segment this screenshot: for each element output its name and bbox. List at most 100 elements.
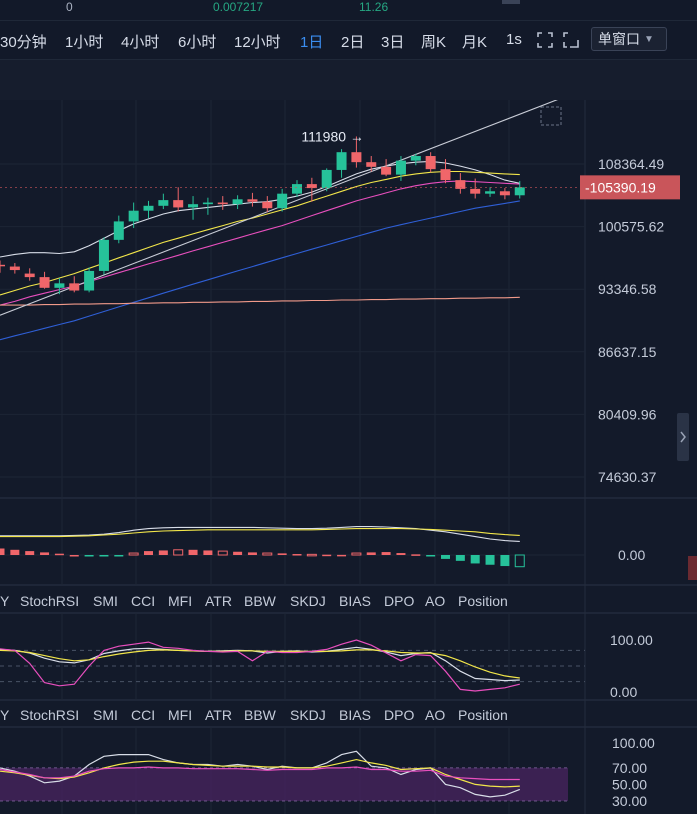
indicator-tab-bbw[interactable]: BBW bbox=[244, 707, 276, 723]
indicator-tab-dpo[interactable]: DPO bbox=[384, 593, 415, 609]
candle-body[interactable] bbox=[470, 188, 481, 194]
indicator-tab-mfi[interactable]: MFI bbox=[168, 707, 193, 723]
candle-body[interactable] bbox=[54, 283, 65, 288]
candle-body[interactable] bbox=[84, 270, 95, 291]
interval-1h[interactable]: 1小时 bbox=[65, 34, 104, 51]
candle-body[interactable] bbox=[366, 162, 377, 167]
chart-canvas[interactable]: 111980 → 108364.49 100575.62 93346.58 86637… bbox=[0, 100, 697, 814]
indicator-tab-bbw[interactable]: BBW bbox=[244, 593, 276, 609]
histogram-bar[interactable] bbox=[411, 554, 421, 556]
candle-body[interactable] bbox=[321, 169, 332, 189]
histogram-bar[interactable] bbox=[10, 549, 20, 555]
indicator-tab-ao[interactable]: AO bbox=[425, 593, 446, 609]
interval-2d[interactable]: 2日 bbox=[341, 34, 365, 51]
indicator-tab-smi[interactable]: SMI bbox=[93, 593, 118, 609]
indicator-tab-y[interactable]: Y bbox=[0, 593, 10, 609]
indicator-tab-dpo[interactable]: DPO bbox=[384, 707, 415, 723]
side-panel-handle[interactable] bbox=[677, 413, 689, 461]
candle-body[interactable] bbox=[410, 156, 421, 161]
candle-body[interactable] bbox=[485, 191, 496, 194]
indicator-tab-position[interactable]: Position bbox=[458, 707, 508, 723]
histogram-bar[interactable] bbox=[426, 555, 436, 557]
candle-body[interactable] bbox=[232, 199, 243, 205]
candle-body[interactable] bbox=[9, 266, 20, 271]
interval-12h[interactable]: 12小时 bbox=[234, 34, 281, 51]
histogram-bar[interactable] bbox=[351, 552, 362, 556]
interval-week[interactable]: 周K bbox=[421, 34, 447, 51]
histogram-bar[interactable] bbox=[277, 553, 287, 555]
histogram-bar[interactable] bbox=[366, 552, 376, 555]
candle-body[interactable] bbox=[39, 277, 50, 288]
indicator-tab-skdj[interactable]: SKDJ bbox=[290, 593, 326, 609]
candle-body[interactable] bbox=[113, 221, 124, 240]
indicator-tab-atr[interactable]: ATR bbox=[205, 707, 232, 723]
indicator-tab-mfi[interactable]: MFI bbox=[168, 593, 193, 609]
candle-body[interactable] bbox=[217, 202, 228, 205]
histogram-bar[interactable] bbox=[203, 550, 213, 555]
indicator-tab-cci[interactable]: CCI bbox=[131, 707, 156, 723]
window-mode-select[interactable]: 单窗口 ▼ bbox=[591, 27, 667, 51]
interval-30m[interactable]: 30分钟 bbox=[0, 34, 47, 51]
indicator-tab-smi[interactable]: SMI bbox=[93, 707, 118, 723]
histogram-bar[interactable] bbox=[99, 555, 109, 557]
indicator-tab-position[interactable]: Position bbox=[458, 593, 508, 609]
histogram-bar[interactable] bbox=[247, 552, 257, 555]
candle-body[interactable] bbox=[277, 193, 288, 209]
candle-body[interactable] bbox=[247, 199, 258, 202]
histogram-bar[interactable] bbox=[40, 552, 50, 555]
histogram-bar[interactable] bbox=[54, 553, 64, 556]
candle-body[interactable] bbox=[351, 152, 362, 163]
candle-body[interactable] bbox=[336, 152, 347, 170]
histogram-bar[interactable] bbox=[306, 553, 317, 557]
indicator-tab-stochrsi[interactable]: StochRSI bbox=[20, 593, 80, 609]
candle-body[interactable] bbox=[0, 264, 5, 267]
interval-4h[interactable]: 4小时 bbox=[121, 34, 160, 51]
candle-body[interactable] bbox=[306, 184, 317, 189]
histogram-bar[interactable] bbox=[322, 554, 332, 557]
candle-body[interactable] bbox=[395, 160, 406, 175]
candle-body[interactable] bbox=[499, 191, 510, 196]
histogram-bar[interactable] bbox=[441, 555, 450, 559]
fullscreen-icon[interactable] bbox=[536, 31, 554, 49]
histogram-bar[interactable] bbox=[84, 555, 94, 557]
histogram-bar[interactable] bbox=[69, 555, 79, 557]
interval-6h[interactable]: 6小时 bbox=[178, 34, 217, 51]
histogram-bar[interactable] bbox=[0, 548, 5, 556]
indicator-tab-bias[interactable]: BIAS bbox=[339, 593, 371, 609]
interval-1d[interactable]: 1日 bbox=[300, 34, 324, 51]
candle-body[interactable] bbox=[202, 202, 213, 205]
interval-month[interactable]: 月K bbox=[462, 34, 488, 51]
scroll-tab[interactable] bbox=[502, 0, 520, 4]
interval-3d[interactable]: 3日 bbox=[381, 34, 405, 51]
candle-body[interactable] bbox=[514, 187, 525, 196]
histogram-bar[interactable] bbox=[485, 555, 495, 565]
histogram-bar[interactable] bbox=[396, 553, 406, 555]
histogram-bar[interactable] bbox=[188, 549, 198, 555]
candle-body[interactable] bbox=[262, 201, 273, 209]
histogram-bar[interactable] bbox=[337, 554, 347, 557]
histogram-bar[interactable] bbox=[262, 552, 273, 556]
histogram-bar[interactable] bbox=[233, 551, 243, 555]
candle-body[interactable] bbox=[24, 273, 35, 278]
histogram-bar[interactable] bbox=[292, 554, 302, 556]
histogram-bar[interactable] bbox=[381, 552, 391, 555]
indicator-tab-skdj[interactable]: SKDJ bbox=[290, 707, 326, 723]
indicator-tab-bias[interactable]: BIAS bbox=[339, 707, 371, 723]
candle-body[interactable] bbox=[128, 210, 139, 222]
histogram-bar[interactable] bbox=[455, 555, 465, 561]
candle-body[interactable] bbox=[143, 205, 154, 211]
candle-body[interactable] bbox=[188, 204, 199, 208]
snapshot-icon[interactable] bbox=[562, 31, 580, 49]
candle-body[interactable] bbox=[158, 200, 169, 206]
candle-body[interactable] bbox=[455, 180, 466, 189]
histogram-bar[interactable] bbox=[114, 555, 124, 557]
interval-1s[interactable]: 1s bbox=[506, 31, 522, 48]
candle-body[interactable] bbox=[98, 239, 109, 271]
histogram-bar[interactable] bbox=[158, 550, 168, 555]
histogram-bar[interactable] bbox=[500, 555, 510, 567]
histogram-bar[interactable] bbox=[25, 551, 35, 555]
histogram-bar[interactable] bbox=[128, 552, 139, 556]
trend-line-handle[interactable] bbox=[540, 106, 562, 126]
histogram-bar[interactable] bbox=[514, 554, 525, 568]
indicator-tab-y[interactable]: Y bbox=[0, 707, 10, 723]
